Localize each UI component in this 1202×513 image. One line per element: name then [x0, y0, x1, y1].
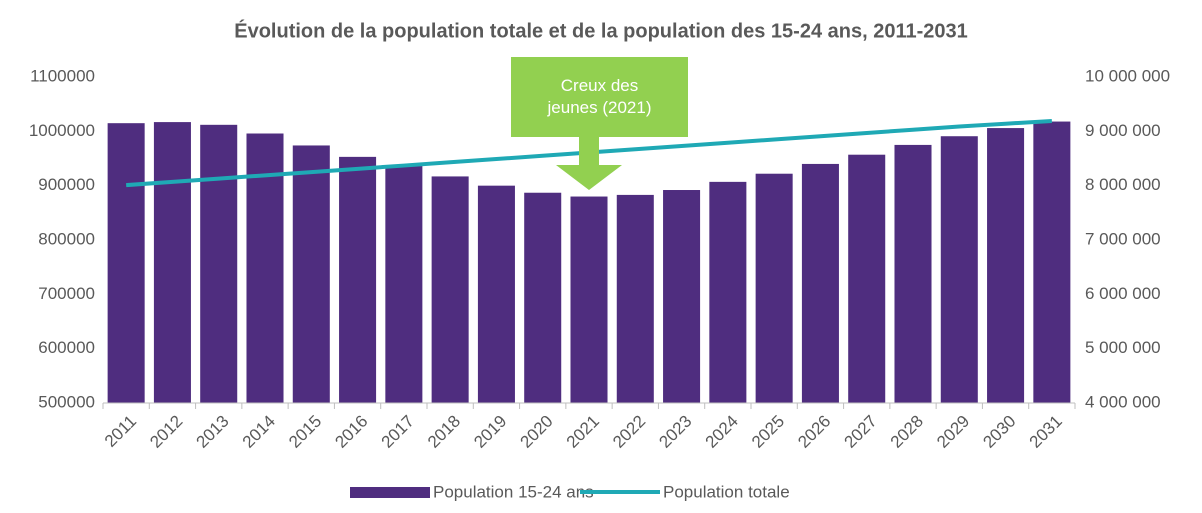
x-tick-label: 2023 [655, 412, 695, 452]
bar [246, 133, 284, 404]
x-tick-label: 2012 [146, 412, 186, 452]
x-tick-label: 2014 [239, 412, 279, 452]
bar [339, 156, 377, 403]
y2-tick-label: 6 000 000 [1085, 284, 1161, 303]
x-tick-label: 2028 [887, 412, 927, 452]
bar [570, 196, 608, 403]
y2-tick-label: 5 000 000 [1085, 338, 1161, 357]
x-tick-label: 2022 [609, 412, 649, 452]
y-tick-label: 900000 [38, 175, 95, 194]
chart-title: Évolution de la population totale et de … [234, 19, 968, 42]
legend-label: Population totale [663, 482, 790, 501]
y2-tick-label: 7 000 000 [1085, 229, 1161, 248]
bar [292, 145, 330, 403]
bar [940, 136, 978, 403]
legend-swatch [350, 487, 430, 498]
bar [385, 165, 423, 403]
x-tick-label: 2017 [378, 412, 418, 452]
bar [200, 124, 238, 404]
x-tick-label: 2025 [748, 412, 788, 452]
bar [1033, 121, 1071, 403]
x-tick-label: 2016 [331, 412, 371, 452]
y-tick-label: 1000000 [29, 121, 95, 140]
y-tick-label: 600000 [38, 338, 95, 357]
y-tick-label: 500000 [38, 392, 95, 411]
bar [107, 123, 145, 403]
y2-tick-label: 8 000 000 [1085, 175, 1161, 194]
y2-tick-label: 10 000 000 [1085, 66, 1170, 85]
y-tick-label: 700000 [38, 284, 95, 303]
x-tick-label: 2018 [424, 412, 464, 452]
y-tick-label: 1100000 [30, 66, 95, 85]
bar [848, 154, 886, 403]
bar [663, 190, 701, 403]
bar [153, 122, 191, 403]
bar [894, 144, 932, 403]
x-tick-label: 2031 [1026, 412, 1066, 452]
y-tick-label: 800000 [38, 229, 95, 248]
legend-label: Population 15-24 ans [433, 482, 594, 501]
annotation: Creux des jeunes (2021) [511, 57, 688, 137]
bar [987, 128, 1025, 403]
bar [755, 173, 793, 403]
x-tick-label: 2026 [794, 412, 834, 452]
bar [524, 192, 562, 403]
x-tick-label: 2011 [101, 412, 140, 451]
bar [477, 185, 515, 403]
bar [801, 163, 839, 403]
x-tick-label: 2027 [841, 412, 881, 452]
y2-tick-label: 4 000 000 [1085, 392, 1161, 411]
x-tick-label: 2015 [285, 412, 325, 452]
y2-tick-label: 9 000 000 [1085, 121, 1161, 140]
bar [431, 176, 469, 403]
annotation-arrow [556, 137, 622, 190]
x-tick-label: 2020 [517, 412, 557, 452]
x-tick-label: 2030 [979, 412, 1019, 452]
x-tick-label: 2013 [193, 412, 233, 452]
x-tick-label: 2029 [933, 412, 973, 452]
bar [616, 194, 654, 403]
bar [709, 181, 747, 403]
x-tick-label: 2021 [563, 412, 603, 452]
x-tick-label: 2024 [702, 412, 742, 452]
x-tick-label: 2019 [470, 412, 510, 452]
